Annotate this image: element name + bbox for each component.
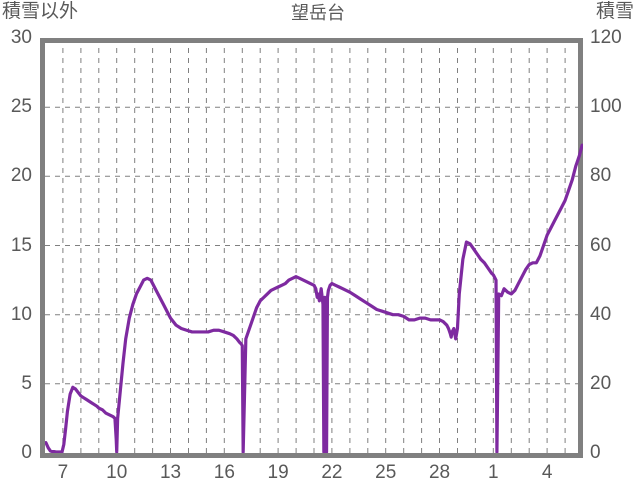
plot-frame [40,38,583,458]
plot-area [45,38,583,453]
left-axis-tick-label: 0 [21,442,32,463]
left-axis-tick-label: 30 [10,27,32,48]
x-axis-tick-label: 16 [213,462,235,483]
x-axis-tick-label: 19 [267,462,289,483]
left-axis-tick-label: 5 [21,372,32,394]
right-axis-tick-label: 60 [590,234,612,256]
left-axis-title: 積雪以外 [2,1,79,22]
x-axis-tick-label: 22 [321,462,343,483]
right-axis-tick-label: 80 [590,165,612,187]
right-axis-tick-label: 40 [590,303,612,325]
x-axis-tick-label: 28 [428,462,451,483]
x-axis-tick-label: 1 [488,462,499,483]
x-axis-tick-label: 25 [375,462,397,483]
right-axis-title: 積雪 [595,1,634,22]
right-axis-tick-label: 100 [590,96,622,118]
right-axis-tick-label: 120 [590,27,622,48]
x-axis-tick-label: 10 [106,462,128,483]
x-axis-tick-label: 13 [159,462,182,483]
gridlines [45,38,583,453]
data-series [45,143,583,453]
series-line-snow [45,143,583,453]
right-axis-tick-label: 20 [590,372,612,394]
left-axis-tick-label: 15 [10,234,32,256]
plot-svg [45,38,583,453]
left-axis-tick-label: 25 [10,96,32,118]
x-axis-tick-label: 7 [57,462,69,483]
right-axis-tick-label: 0 [590,442,601,463]
x-axis-tick-label: 4 [541,462,553,483]
left-axis-tick-label: 10 [10,303,32,325]
left-axis-tick-label: 20 [10,165,32,187]
chart-title: 望岳台 [291,3,345,23]
